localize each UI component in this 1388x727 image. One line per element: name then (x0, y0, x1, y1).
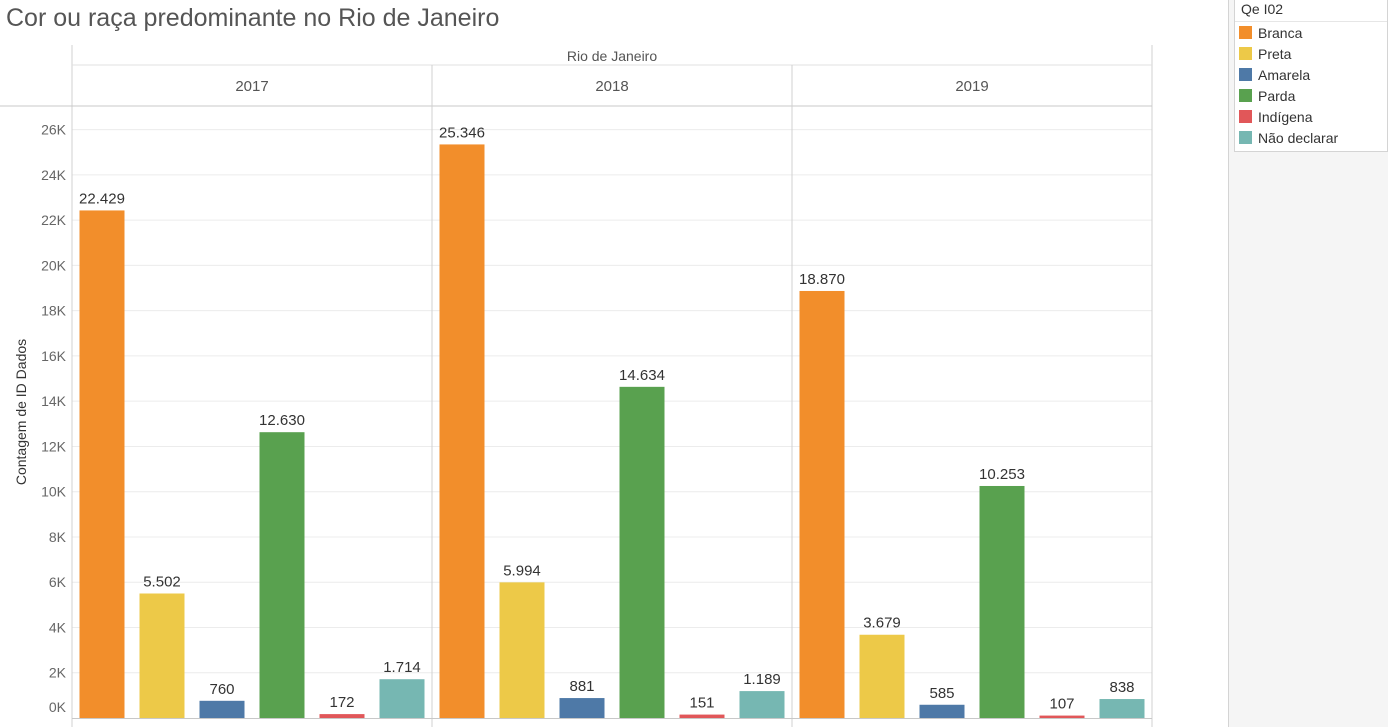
legend-label: Não declarar (1258, 129, 1339, 146)
bar-2019-Parda (979, 485, 1025, 718)
legend-label: Parda (1258, 87, 1296, 104)
facet-header: Rio de Janeiro (567, 48, 657, 64)
data-label: 881 (569, 678, 594, 695)
bar-2018-Amarela (559, 698, 605, 718)
data-label: 151 (689, 695, 714, 712)
bar-2018-Indígena (679, 714, 725, 718)
bar-2018-Não declarar (739, 691, 785, 718)
bar-2018-Preta (499, 582, 545, 718)
legend-label: Amarela (1258, 66, 1311, 83)
legend: Qe I02 Branca Preta Amarela Parda Indígena Nã… (1234, 0, 1388, 152)
legend-item-preta[interactable]: Preta (1235, 43, 1387, 64)
bar-2017-Amarela (199, 700, 245, 718)
legend-swatch (1239, 89, 1252, 102)
chart-title: Cor ou raça predominante no Rio de Janei… (6, 4, 500, 32)
y-axis-label: Contagem de ID Dados (13, 339, 29, 485)
panel-label-2017: 2017 (235, 78, 268, 95)
bar-2019-Não declarar (1099, 699, 1145, 718)
y-tick-label: 10K (41, 484, 67, 500)
data-label: 5.994 (503, 562, 541, 579)
y-tick-label: 24K (41, 167, 67, 183)
panel-label-2019: 2019 (955, 78, 988, 95)
y-tick-label: 20K (41, 257, 67, 273)
bar-2019-Indígena (1039, 715, 1085, 718)
data-label: 22.429 (79, 190, 125, 207)
data-label: 760 (209, 681, 234, 698)
legend-items: Branca Preta Amarela Parda Indígena Não decla… (1235, 22, 1387, 148)
legend-item-branca[interactable]: Branca (1235, 22, 1387, 43)
legend-item-n-o-declarar[interactable]: Não declarar (1235, 127, 1387, 148)
data-label: 107 (1049, 696, 1074, 713)
legend-swatch (1239, 131, 1252, 144)
bar-2017-Indígena (319, 714, 365, 718)
legend-item-ind-gena[interactable]: Indígena (1235, 106, 1387, 127)
data-label: 5.502 (143, 573, 181, 590)
legend-item-parda[interactable]: Parda (1235, 85, 1387, 106)
bar-2019-Branca (799, 290, 845, 718)
data-label: 18.870 (799, 271, 845, 288)
y-tick-label: 2K (49, 665, 67, 681)
data-label: 25.346 (439, 124, 485, 141)
panel-label-2018: 2018 (595, 78, 628, 95)
data-label: 14.634 (619, 367, 665, 384)
y-tick-label: 8K (49, 529, 67, 545)
data-label: 172 (329, 694, 354, 711)
legend-item-amarela[interactable]: Amarela (1235, 64, 1387, 85)
data-label: 12.630 (259, 412, 305, 429)
legend-label: Indígena (1258, 108, 1313, 125)
data-label: 3.679 (863, 615, 901, 632)
bar-2017-Branca (79, 210, 125, 718)
data-label: 1.714 (383, 659, 421, 676)
bar-chart: Rio de Janeiro 2017 22.429 5.502 760 12.630 17… (0, 45, 1153, 727)
bar-2017-Não declarar (379, 679, 425, 718)
legend-swatch (1239, 47, 1252, 60)
bar-2018-Branca (439, 144, 485, 718)
y-tick-label: 22K (41, 212, 67, 228)
data-label: 10.253 (979, 466, 1025, 483)
y-tick-label: 12K (41, 438, 67, 454)
y-tick-label: 4K (49, 619, 67, 635)
y-tick-label: 18K (41, 303, 67, 319)
y-tick-label: 0K (49, 699, 67, 715)
legend-swatch (1239, 26, 1252, 39)
y-tick-label: 6K (49, 574, 67, 590)
legend-swatch (1239, 68, 1252, 81)
bar-2019-Preta (859, 634, 905, 718)
data-label: 838 (1109, 679, 1134, 696)
legend-title: Qe I02 (1235, 0, 1387, 22)
legend-label: Branca (1258, 24, 1303, 41)
data-label: 1.189 (743, 671, 781, 688)
bar-2017-Parda (259, 432, 305, 718)
bar-2019-Amarela (919, 704, 965, 718)
legend-swatch (1239, 110, 1252, 123)
y-tick-label: 14K (41, 393, 67, 409)
bar-2017-Preta (139, 593, 185, 718)
data-label: 585 (929, 685, 954, 702)
legend-label: Preta (1258, 45, 1292, 62)
y-tick-label: 16K (41, 348, 67, 364)
y-tick-label: 26K (41, 122, 67, 138)
bar-2018-Parda (619, 386, 665, 718)
